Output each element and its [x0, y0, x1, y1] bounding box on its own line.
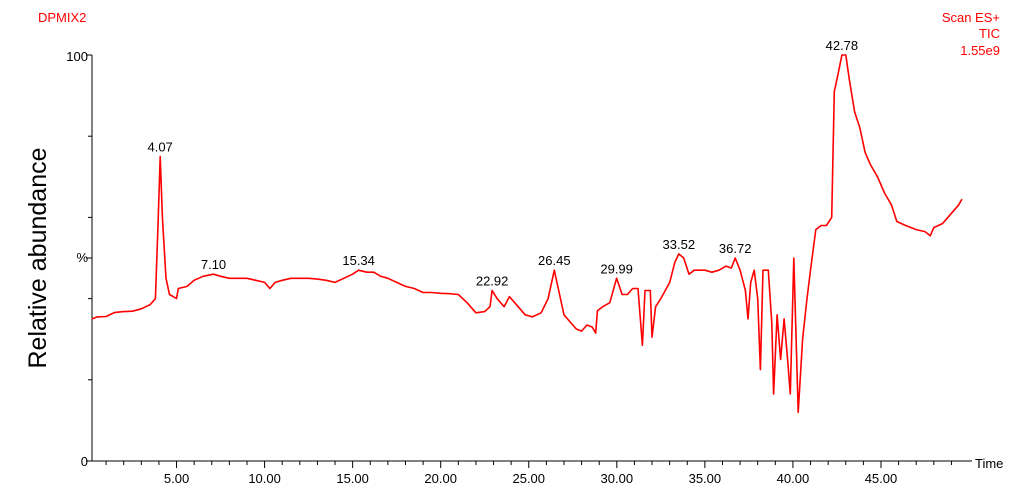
peak-label: 7.10 [201, 257, 226, 272]
y-axis-title: Relative abundance [24, 148, 52, 369]
x-tick-label: 45.00 [865, 471, 898, 486]
x-axis-title: Time [975, 456, 1003, 471]
peak-label: 22.92 [476, 273, 509, 288]
peak-label: 33.52 [663, 237, 696, 252]
peak-label: 26.45 [538, 253, 571, 268]
x-tick-label: 35.00 [689, 471, 722, 486]
x-ticks: 5.00 10.00 15.00 20.00 25.00 30.00 35.00 40.00 4… [105, 461, 952, 486]
scan-mode-label: Scan ES+ [942, 10, 1000, 25]
trace-type-label: TIC [979, 26, 1000, 41]
x-tick-label: 20.00 [424, 471, 457, 486]
intensity-label: 1.55e9 [960, 43, 1000, 58]
trace-layer [91, 54, 963, 414]
tic-trace-line [91, 54, 963, 414]
x-tick-label: 25.00 [512, 471, 545, 486]
peak-label: 42.78 [826, 38, 859, 53]
peak-labels: 4.07 7.10 15.34 22.92 26.45 29.99 33.52 36.72 42… [147, 38, 858, 288]
x-tick-label: 5.00 [164, 471, 189, 486]
y-unit-label: % [76, 250, 88, 265]
x-tick-label: 30.00 [601, 471, 634, 486]
peak-label: 29.99 [600, 261, 633, 276]
y-tick-label-100: 100 [66, 49, 88, 64]
x-tick-label: 15.00 [336, 471, 369, 486]
peak-label: 36.72 [719, 241, 752, 256]
axes [86, 54, 972, 462]
sample-name-label: DPMIX2 [38, 10, 86, 25]
x-tick-label: 10.00 [248, 471, 281, 486]
peak-label: 4.07 [147, 140, 172, 155]
peak-label: 15.34 [342, 253, 375, 268]
y-tick-label-0: 0 [81, 454, 88, 469]
x-tick-label: 40.00 [777, 471, 810, 486]
